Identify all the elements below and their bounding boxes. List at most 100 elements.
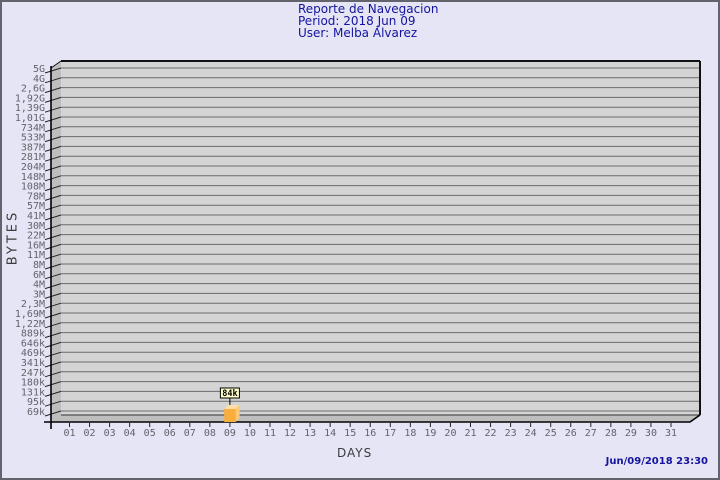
y-tick [44,77,62,84]
y-tick [44,390,62,397]
x-tick-label: 12 [284,428,296,439]
y-tick [44,165,62,172]
y-tick-label: 180k [21,378,45,389]
bar-value-label: 84k [222,389,237,399]
y-tick [44,361,62,368]
y-tick-label: 57M [27,201,45,212]
x-tick-label: 19 [424,428,436,439]
y-tick [44,214,62,221]
x-tick-label: 16 [364,428,376,439]
x-tick-label: 29 [625,428,637,439]
x-tick-label: 26 [565,428,577,439]
y-tick [44,106,62,113]
x-tick-label: 24 [525,428,537,439]
y-tick [44,263,62,270]
y-tick [44,145,62,152]
y-tick-label: 469k [21,348,45,359]
x-tick-label: 20 [444,428,456,439]
y-tick-label: 341k [21,358,45,369]
y-tick [44,400,62,407]
y-tick [44,116,62,123]
y-tick [44,224,62,231]
y-tick [44,155,62,162]
x-tick-label: 28 [605,428,617,439]
y-tick-label: 3M [33,289,45,300]
floor-3d [51,415,700,422]
y-tick [44,243,62,250]
y-tick [44,96,62,103]
y-tick [44,67,62,74]
y-tick-label: 8M [33,260,45,271]
y-tick-label: 204M [21,162,45,173]
generated-timestamp: Jun/09/2018 23:30 [605,456,708,467]
report-header: Reporte de Navegacion Period: 2018 Jun 0… [298,3,438,39]
y-tick [44,322,62,329]
y-tick-label: 30M [27,221,45,232]
bar-value-callout [219,387,240,399]
y-tick-label: 1,39G [15,103,45,114]
y-tick-label: 533M [21,133,45,144]
x-tick-label: 31 [665,428,677,439]
x-tick-label: 11 [264,428,276,439]
report-period: Period: 2018 Jun 09 [298,14,416,28]
bar [224,408,236,422]
y-tick-label: 6M [33,270,45,281]
x-axis-line [44,414,701,423]
y-tick-label: 1,92G [15,93,45,104]
x-tick-label: 03 [104,428,116,439]
y-tick [44,253,62,260]
y-tick-label: 41M [27,211,45,222]
y-tick-label: 1,22M [15,319,45,330]
y-tick-label: 1,01G [15,113,45,124]
y-tick [44,194,62,201]
y-tick-label: 78M [27,191,45,202]
x-tick-label: 05 [144,428,156,439]
y-tick [44,126,62,133]
y-tick-label: 1,69M [15,309,45,320]
wall-top-edge [50,60,62,69]
x-tick-label: 08 [204,428,216,439]
y-tick [44,87,62,94]
y-tick [44,234,62,241]
x-tick-label: 25 [545,428,557,439]
x-tick-label: 14 [324,428,336,439]
bar-side-face [235,404,240,422]
y-tick [44,204,62,211]
y-tick [44,371,62,378]
report-title: Reporte de Navegacion [298,2,439,16]
y-tick-label: 387M [21,142,45,153]
y-tick-label: 22M [27,231,45,242]
y-tick [44,292,62,299]
y-tick-label: 4M [33,280,45,291]
y-tick-label: 2,3M [21,299,45,310]
y-tick-label: 2,6G [21,84,45,95]
x-tick-label: 18 [404,428,416,439]
x-tick-label: 13 [304,428,316,439]
plot-area [61,61,700,415]
y-tick-label: 69k [27,407,45,418]
x-tick-label: 09 [224,428,236,439]
y-tick [44,283,62,290]
x-tick-label: 21 [464,428,476,439]
x-tick-label: 27 [585,428,597,439]
x-tick-label: 15 [344,428,356,439]
y-tick [44,351,62,358]
report-user: User: Melba Álvarez [298,26,418,40]
y-tick [44,410,62,417]
y-tick-label: 148M [21,172,45,183]
y-tick [44,381,62,388]
x-tick-label: 07 [184,428,196,439]
x-tick-label: 02 [84,428,96,439]
y-tick [44,332,62,339]
y-tick-label: 4G [33,74,45,85]
y-tick-label: 11M [27,250,45,261]
x-tick-label: 22 [485,428,497,439]
y-tick-label: 16M [27,240,45,251]
y-tick [44,273,62,280]
x-tick-label: 30 [645,428,657,439]
x-tick-label: 23 [505,428,517,439]
bar-top-face [224,404,240,409]
x-tick-label: 17 [384,428,396,439]
x-tick-label: 04 [124,428,136,439]
